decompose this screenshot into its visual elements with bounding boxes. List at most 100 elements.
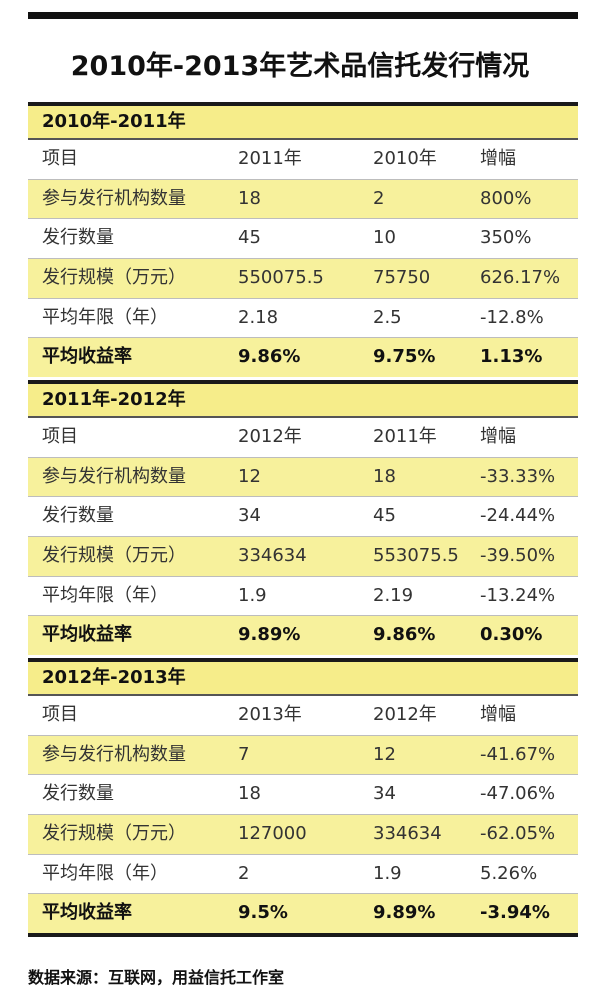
- bottom-rule: [28, 933, 578, 938]
- data-source-note: 数据来源：互联网，用益信托工作室: [28, 968, 285, 987]
- value-b: 18: [373, 465, 396, 487]
- value-b: 34: [373, 783, 396, 805]
- row-label: 平均收益率: [42, 902, 132, 924]
- table-row: 平均年限（年） 2.18 2.5 -12.8%: [28, 299, 578, 339]
- growth-value: 626.17%: [480, 267, 561, 289]
- value-b: 9.75%: [373, 346, 436, 368]
- table-row: 发行规模（万元） 127000 334634 -62.05%: [28, 815, 578, 855]
- value-a: 334634: [238, 545, 307, 567]
- growth-value: -24.44%: [480, 505, 556, 527]
- value-b: 10: [373, 227, 396, 249]
- page-title: 2010年-2013年艺术品信托发行情况: [70, 51, 530, 82]
- row-label: 平均年限（年）: [42, 306, 168, 328]
- section-rule: [28, 658, 578, 662]
- growth-value: 0.30%: [480, 624, 543, 646]
- col-year-a: 2011年: [238, 148, 302, 169]
- table-row: 发行数量 34 45 -24.44%: [28, 497, 578, 538]
- row-label: 发行规模（万元）: [42, 545, 186, 567]
- row-label: 发行数量: [42, 227, 114, 249]
- value-b: 2.5: [373, 306, 402, 328]
- table-header-row: 项目 2011年 2010年 增幅: [28, 140, 578, 180]
- table-body: 项目 2012年 2011年 增幅 参与发行机构数量 12 18 -33.33%…: [28, 418, 578, 656]
- table-row: 平均收益率 9.5% 9.89% -3.94%: [28, 894, 578, 934]
- section-2011-2012: 2011年-2012年 项目 2012年 2011年 增幅 参与发行机构数量 1…: [28, 380, 578, 656]
- col-item: 项目: [42, 426, 78, 447]
- section-2010-2011: 2010年-2011年 项目 2011年 2010年 增幅 参与发行机构数量 1…: [28, 102, 578, 378]
- table-row: 参与发行机构数量 18 2 800%: [28, 179, 578, 220]
- section-rule: [28, 380, 578, 384]
- row-label: 平均收益率: [42, 624, 132, 646]
- table-row: 平均年限（年） 1.9 2.19 -13.24%: [28, 577, 578, 617]
- value-a: 34: [238, 505, 261, 527]
- growth-value: -13.24%: [480, 584, 556, 606]
- row-label: 发行规模（万元）: [42, 823, 186, 845]
- value-a: 18: [238, 187, 261, 209]
- value-a: 18: [238, 783, 261, 805]
- value-b: 9.89%: [373, 902, 436, 924]
- section-2012-2013: 2012年-2013年 项目 2013年 2012年 增幅 参与发行机构数量 7…: [28, 658, 578, 938]
- value-b: 9.86%: [373, 624, 436, 646]
- growth-value: -47.06%: [480, 783, 556, 805]
- value-b: 553075.5: [373, 545, 459, 567]
- table-row: 参与发行机构数量 7 12 -41.67%: [28, 735, 578, 776]
- row-label: 参与发行机构数量: [42, 743, 186, 765]
- value-b: 12: [373, 743, 396, 765]
- value-a: 550075.5: [238, 267, 324, 289]
- value-b: 45: [373, 505, 396, 527]
- row-label: 参与发行机构数量: [42, 465, 186, 487]
- growth-value: -3.94%: [480, 902, 550, 924]
- table-body: 项目 2011年 2010年 增幅 参与发行机构数量 18 2 800% 发行数…: [28, 140, 578, 378]
- table-row: 发行规模（万元） 334634 553075.5 -39.50%: [28, 537, 578, 577]
- value-a: 2.18: [238, 306, 279, 328]
- value-a: 2: [238, 862, 250, 884]
- growth-value: -39.50%: [480, 545, 556, 567]
- col-year-b: 2012年: [373, 704, 437, 725]
- top-rule: [28, 12, 578, 19]
- section-heading: 2011年-2012年: [28, 384, 578, 418]
- value-b: 334634: [373, 823, 442, 845]
- table-row: 发行数量 18 34 -47.06%: [28, 775, 578, 816]
- growth-value: -12.8%: [480, 306, 544, 328]
- col-year-a: 2013年: [238, 704, 302, 725]
- growth-value: -62.05%: [480, 823, 556, 845]
- growth-value: -41.67%: [480, 743, 556, 765]
- growth-value: 1.13%: [480, 346, 543, 368]
- value-a: 12: [238, 465, 261, 487]
- value-a: 127000: [238, 823, 307, 845]
- row-label: 平均年限（年）: [42, 862, 168, 884]
- table-row: 发行数量 45 10 350%: [28, 219, 578, 260]
- growth-value: 350%: [480, 227, 532, 249]
- value-b: 2.19: [373, 584, 414, 606]
- value-b: 75750: [373, 267, 431, 289]
- col-item: 项目: [42, 148, 78, 169]
- table-header-row: 项目 2012年 2011年 增幅: [28, 418, 578, 458]
- table-row: 发行规模（万元） 550075.5 75750 626.17%: [28, 259, 578, 299]
- col-growth: 增幅: [480, 426, 516, 447]
- growth-value: 800%: [480, 187, 532, 209]
- col-year-b: 2010年: [373, 148, 437, 169]
- row-label: 参与发行机构数量: [42, 187, 186, 209]
- table-row: 参与发行机构数量 12 18 -33.33%: [28, 457, 578, 498]
- value-a: 7: [238, 743, 250, 765]
- row-label: 平均收益率: [42, 346, 132, 368]
- col-growth: 增幅: [480, 148, 516, 169]
- table-row: 平均年限（年） 2 1.9 5.26%: [28, 855, 578, 895]
- value-a: 9.86%: [238, 346, 301, 368]
- value-b: 1.9: [373, 862, 402, 884]
- table-header-row: 项目 2013年 2012年 增幅: [28, 696, 578, 736]
- value-b: 2: [373, 187, 385, 209]
- table-body: 项目 2013年 2012年 增幅 参与发行机构数量 7 12 -41.67% …: [28, 696, 578, 934]
- section-heading: 2010年-2011年: [28, 106, 578, 140]
- row-label: 发行数量: [42, 783, 114, 805]
- row-label: 发行规模（万元）: [42, 267, 186, 289]
- table-row: 平均收益率 9.86% 9.75% 1.13%: [28, 338, 578, 378]
- growth-value: 5.26%: [480, 862, 538, 884]
- table-row: 平均收益率 9.89% 9.86% 0.30%: [28, 616, 578, 656]
- col-growth: 增幅: [480, 704, 516, 725]
- section-heading: 2012年-2013年: [28, 662, 578, 696]
- value-a: 9.5%: [238, 902, 288, 924]
- col-year-a: 2012年: [238, 426, 302, 447]
- col-item: 项目: [42, 704, 78, 725]
- row-label: 平均年限（年）: [42, 584, 168, 606]
- value-a: 1.9: [238, 584, 267, 606]
